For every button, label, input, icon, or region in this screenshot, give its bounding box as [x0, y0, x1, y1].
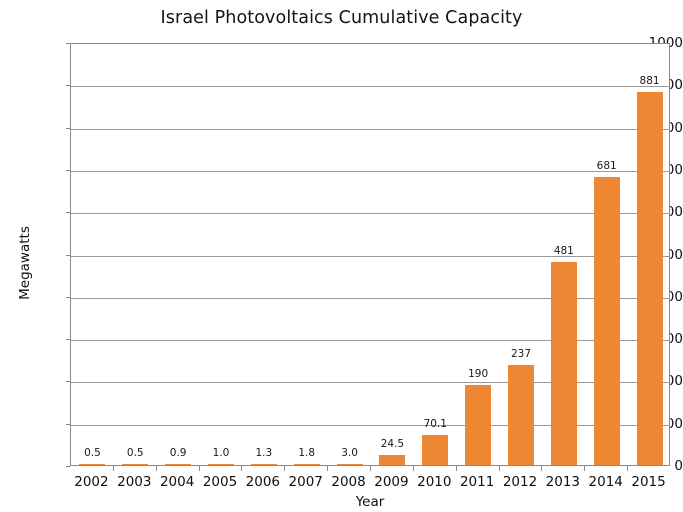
gridline	[71, 170, 669, 172]
y-tick-mark	[66, 254, 70, 256]
bar-series: 0.5 0.5 0.9 1.0 1.3 1.8 3.0 24.5 70.1 190 237 481 68…	[71, 44, 669, 465]
bar-value-label: 190	[468, 367, 489, 380]
y-tick-mark	[66, 339, 70, 341]
bar-value-label: 3.0	[341, 446, 358, 459]
y-tick-mark	[66, 43, 70, 44]
bar[interactable]	[507, 364, 534, 465]
gridline	[71, 297, 669, 299]
bar-value-label: 24.5	[380, 437, 405, 450]
x-tick-label: 2015	[631, 474, 666, 490]
x-tick-mark	[412, 466, 414, 471]
bar-group[interactable]: 0.5	[114, 44, 157, 465]
bar-group[interactable]: 1.3	[242, 44, 285, 465]
bar[interactable]	[593, 176, 620, 465]
x-tick-label: 2011	[459, 474, 495, 490]
x-tick-mark	[198, 466, 200, 471]
gridline	[71, 213, 669, 215]
x-axis-label: Year	[355, 494, 385, 510]
bar-group[interactable]: 0.9	[157, 44, 200, 465]
gridline	[71, 382, 669, 384]
gridline	[71, 255, 669, 257]
bar[interactable]	[165, 464, 192, 465]
x-tick-label: 2003	[117, 474, 152, 490]
bar-value-label: 0.9	[169, 447, 187, 460]
bar[interactable]	[550, 261, 577, 465]
bar-group[interactable]: 1.8	[285, 44, 328, 465]
bar-group[interactable]: 3.0	[328, 44, 371, 465]
bar-group[interactable]: 1.0	[200, 44, 243, 465]
y-tick-label: 0	[674, 458, 683, 474]
bar-value-label: 0.5	[126, 447, 144, 460]
x-tick-label: 2013	[545, 474, 581, 490]
bar-value-label: 237	[510, 347, 532, 360]
x-tick-mark	[627, 466, 629, 471]
bar[interactable]	[636, 92, 663, 465]
bar[interactable]	[465, 384, 492, 465]
y-tick-mark	[66, 296, 70, 298]
bar-group[interactable]: 24.5	[371, 44, 414, 465]
bar-value-label: 1.3	[255, 447, 273, 460]
x-tick-mark	[284, 466, 286, 471]
chart-title: Israel Photovoltaics Cumulative Capacity	[160, 8, 523, 28]
bar-group[interactable]: 681	[585, 44, 628, 465]
bar[interactable]	[250, 464, 277, 465]
bar[interactable]	[336, 463, 363, 465]
x-tick-mark	[584, 466, 586, 471]
x-tick-mark	[541, 466, 543, 471]
y-tick-mark	[66, 212, 70, 214]
x-tick-label: 2006	[245, 474, 281, 490]
x-tick-mark	[498, 466, 500, 471]
bar-value-label: 881	[639, 75, 660, 88]
x-tick-label: 2004	[159, 474, 195, 490]
gridline	[71, 424, 669, 426]
bar[interactable]	[422, 435, 449, 465]
y-tick-mark	[66, 85, 70, 87]
bar-value-label: 1.8	[298, 447, 316, 460]
bar-group[interactable]: 70.1	[414, 44, 457, 465]
bar-value-label: 481	[553, 244, 574, 257]
y-tick-mark	[66, 466, 70, 467]
bar[interactable]	[79, 464, 106, 465]
y-tick-mark	[66, 127, 70, 129]
bar[interactable]	[207, 464, 234, 465]
x-tick-label: 2014	[588, 474, 623, 490]
bar-group[interactable]: 190	[457, 44, 500, 465]
y-tick-mark	[66, 381, 70, 383]
x-tick-label: 2002	[74, 474, 109, 490]
x-tick-mark	[370, 466, 371, 471]
gridline	[71, 340, 669, 342]
bar-value-label: 0.5	[84, 447, 101, 460]
x-tick-label: 2008	[331, 474, 366, 490]
gridline	[71, 128, 669, 130]
bar-value-label: 1.0	[212, 447, 230, 460]
x-tick-mark	[241, 466, 243, 471]
x-tick-label: 2012	[502, 474, 538, 490]
bar[interactable]	[122, 464, 149, 465]
y-tick-mark	[66, 423, 70, 425]
bar-group[interactable]: 481	[542, 44, 585, 465]
x-tick-label: 2007	[288, 474, 323, 490]
x-tick-label: 2010	[417, 474, 452, 490]
x-tick-mark	[327, 466, 329, 471]
bar[interactable]	[293, 464, 320, 465]
y-tick-mark	[66, 169, 70, 171]
bar-value-label: 70.1	[423, 418, 447, 431]
x-tick-mark	[455, 466, 457, 471]
bar-value-label: 681	[596, 159, 617, 172]
plot-area: 0.5 0.5 0.9 1.0 1.3 1.8 3.0 24.5 70.1 190 237 481 68…	[70, 43, 670, 466]
x-tick-mark	[155, 466, 157, 471]
gridline	[71, 86, 669, 88]
bar-group[interactable]: 0.5	[71, 44, 114, 465]
x-tick-label: 2009	[374, 474, 409, 490]
x-tick-mark	[112, 466, 114, 471]
y-axis-label: Megawatts	[17, 226, 33, 300]
bar-group[interactable]: 881	[628, 44, 671, 465]
bar[interactable]	[379, 454, 406, 465]
bar-group[interactable]: 237	[500, 44, 543, 465]
x-tick-label: 2005	[202, 474, 238, 490]
